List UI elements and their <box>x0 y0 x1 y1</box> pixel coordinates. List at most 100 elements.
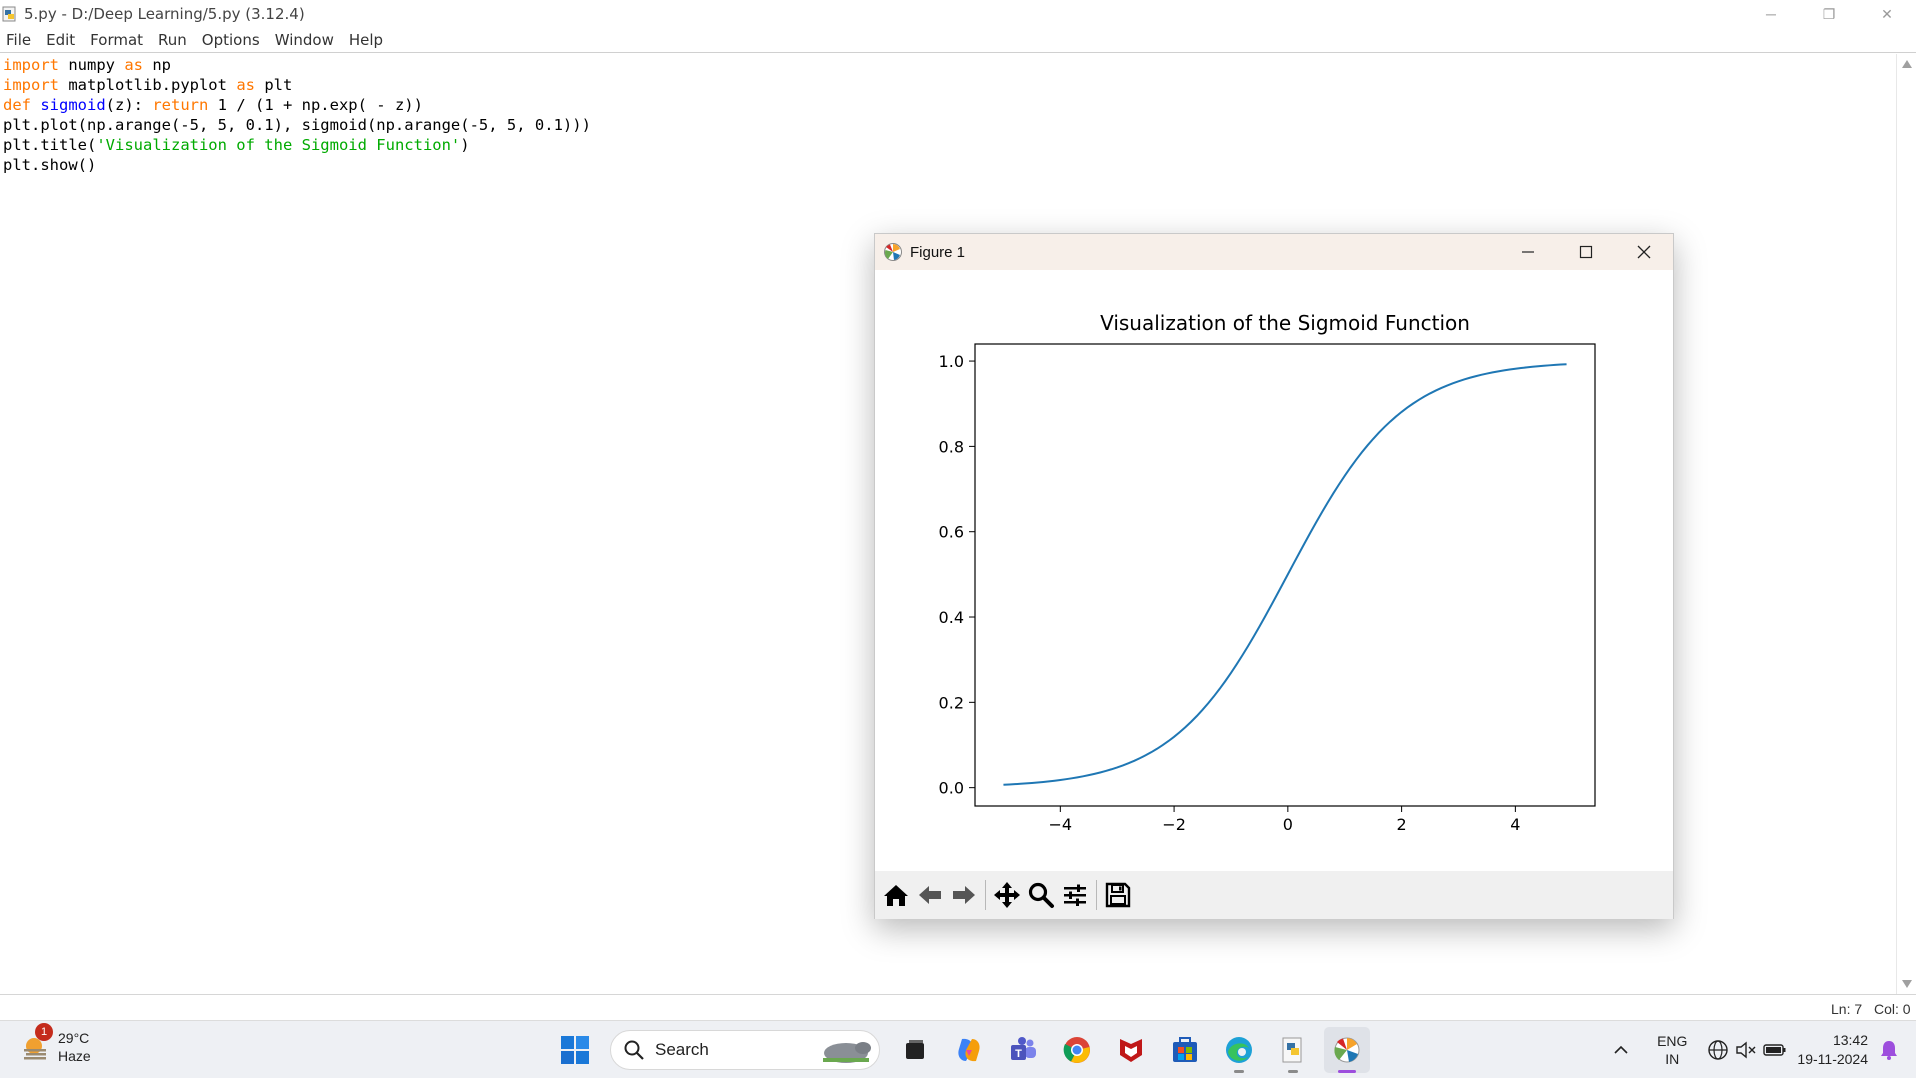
matplotlib-icon <box>884 243 902 261</box>
figure-maximize-button[interactable] <box>1557 234 1615 270</box>
pan-button[interactable] <box>990 877 1024 913</box>
scroll-down-icon[interactable] <box>1902 980 1912 988</box>
y-tick-label: 1.0 <box>939 352 964 371</box>
close-button[interactable]: ✕ <box>1858 0 1916 28</box>
taskbar-matplotlib[interactable] <box>1324 1027 1370 1073</box>
menu-edit[interactable]: Edit <box>46 31 76 49</box>
search-highlight-icon <box>823 1042 871 1063</box>
taskbar-task-view[interactable] <box>892 1027 938 1073</box>
menu-help[interactable]: Help <box>348 31 384 49</box>
battery-icon[interactable] <box>1763 1039 1787 1061</box>
taskbar-chrome[interactable] <box>1054 1027 1100 1073</box>
back-button[interactable] <box>913 877 947 913</box>
keyword: def <box>3 96 31 114</box>
window-controls: ─ ❐ ✕ <box>1742 0 1916 28</box>
store-icon <box>1173 1037 1197 1062</box>
code-line-6: plt.show() <box>3 156 97 174</box>
toolbar-separator <box>1096 880 1097 910</box>
sigmoid-chart[interactable]: Visualization of the Sigmoid Function −4… <box>875 270 1673 871</box>
keyword: as <box>124 56 143 74</box>
code-text: import numpy as np import matplotlib.pypl… <box>3 55 591 175</box>
figure-close-button[interactable] <box>1615 234 1673 270</box>
minimize-icon <box>1522 251 1534 253</box>
search-label: Search <box>655 1040 709 1059</box>
taskbar-python-idle[interactable] <box>1270 1027 1316 1073</box>
forward-button[interactable] <box>947 877 981 913</box>
menu-options[interactable]: Options <box>201 31 260 49</box>
zoom-button[interactable] <box>1024 877 1058 913</box>
keyword: return <box>152 96 209 114</box>
notification-badge: 1 <box>35 1023 53 1041</box>
vertical-scrollbar[interactable] <box>1896 54 1916 994</box>
y-tick-label: 0.4 <box>939 608 964 627</box>
taskbar-teams[interactable]: T <box>1000 1027 1046 1073</box>
column-number: Col: 0 <box>1874 1001 1911 1017</box>
close-icon: ✕ <box>1881 5 1893 22</box>
menu-format[interactable]: Format <box>90 31 144 49</box>
code-token: (z): <box>105 96 153 114</box>
home-button[interactable] <box>879 877 913 913</box>
taskbar-mcafee[interactable] <box>1108 1027 1154 1073</box>
figure-window[interactable]: Figure 1 Visualization of the Sigmoid Fu… <box>874 233 1674 919</box>
window-title: 5.py - D:/Deep Learning/5.py (3.12.4) <box>24 5 305 23</box>
save-button[interactable] <box>1101 877 1135 913</box>
language-indicator[interactable]: ENG IN <box>1657 1032 1687 1068</box>
x-tick-label: 2 <box>1397 815 1407 834</box>
clock[interactable]: 13:42 19-11-2024 <box>1797 1031 1868 1069</box>
clock-date: 19-11-2024 <box>1797 1051 1868 1067</box>
code-line-5: plt.title('Visualization of the Sigmoid … <box>3 135 591 155</box>
region-code: IN <box>1665 1051 1680 1067</box>
menu-file[interactable]: File <box>6 31 32 49</box>
weather-widget[interactable]: 1 29°C Haze <box>20 1023 91 1065</box>
configure-button[interactable] <box>1058 877 1092 913</box>
restore-icon: ❐ <box>1822 5 1836 22</box>
matplotlib-icon <box>1334 1037 1360 1063</box>
zoom-icon <box>1028 882 1054 908</box>
save-icon <box>1105 882 1131 908</box>
scroll-up-icon[interactable] <box>1902 60 1912 68</box>
menu-run[interactable]: Run <box>158 31 187 49</box>
taskbar-store[interactable] <box>1162 1027 1208 1073</box>
figure-toolbar <box>875 871 1673 919</box>
restore-button[interactable]: ❐ <box>1800 0 1858 28</box>
x-tick-label: 0 <box>1283 815 1293 834</box>
taskbar-copilot[interactable] <box>946 1027 992 1073</box>
windows-start-icon <box>561 1036 589 1064</box>
running-indicator <box>1288 1070 1298 1073</box>
taskbar: 1 29°C Haze Search T <box>0 1020 1916 1078</box>
weather-text: 29°C Haze <box>58 1029 91 1065</box>
figure-minimize-button[interactable] <box>1499 234 1557 270</box>
weather-condition: Haze <box>58 1048 91 1064</box>
title-bar: 5.py - D:/Deep Learning/5.py (3.12.4) ─ … <box>0 0 1916 28</box>
python-file-icon <box>1282 1037 1302 1063</box>
notification-bell-icon[interactable] <box>1878 1039 1900 1061</box>
mcafee-icon <box>1120 1039 1142 1062</box>
keyword: as <box>236 76 255 94</box>
network-icon[interactable] <box>1707 1039 1729 1061</box>
chevron-up-icon[interactable] <box>1611 1040 1631 1060</box>
x-axis: −4 −2 0 2 4 <box>1049 806 1520 834</box>
back-icon <box>919 886 941 904</box>
start-button[interactable] <box>552 1027 598 1073</box>
volume-muted-icon[interactable] <box>1735 1039 1757 1061</box>
function-name: sigmoid <box>31 96 106 114</box>
clock-time: 13:42 <box>1832 1032 1868 1048</box>
minimize-button[interactable]: ─ <box>1742 0 1800 28</box>
taskbar-search[interactable]: Search <box>610 1030 880 1070</box>
code-line-2: import matplotlib.pyplot as plt <box>3 75 591 95</box>
configure-icon <box>1064 884 1086 906</box>
taskbar-edge[interactable] <box>1216 1027 1262 1073</box>
menu-window[interactable]: Window <box>274 31 334 49</box>
teams-icon: T <box>1011 1037 1036 1060</box>
keyword: import <box>3 76 59 94</box>
close-icon <box>1637 245 1651 259</box>
edge-icon <box>1226 1037 1252 1063</box>
task-view-icon <box>906 1040 924 1059</box>
code-line-4: plt.plot(np.arange(-5, 5, 0.1), sigmoid(… <box>3 116 591 134</box>
keyword: import <box>3 56 59 74</box>
language-code: ENG <box>1657 1033 1688 1049</box>
toolbar-separator <box>985 880 986 910</box>
figure-title-bar: Figure 1 <box>875 234 1673 270</box>
x-tick-label: −2 <box>1162 815 1186 834</box>
